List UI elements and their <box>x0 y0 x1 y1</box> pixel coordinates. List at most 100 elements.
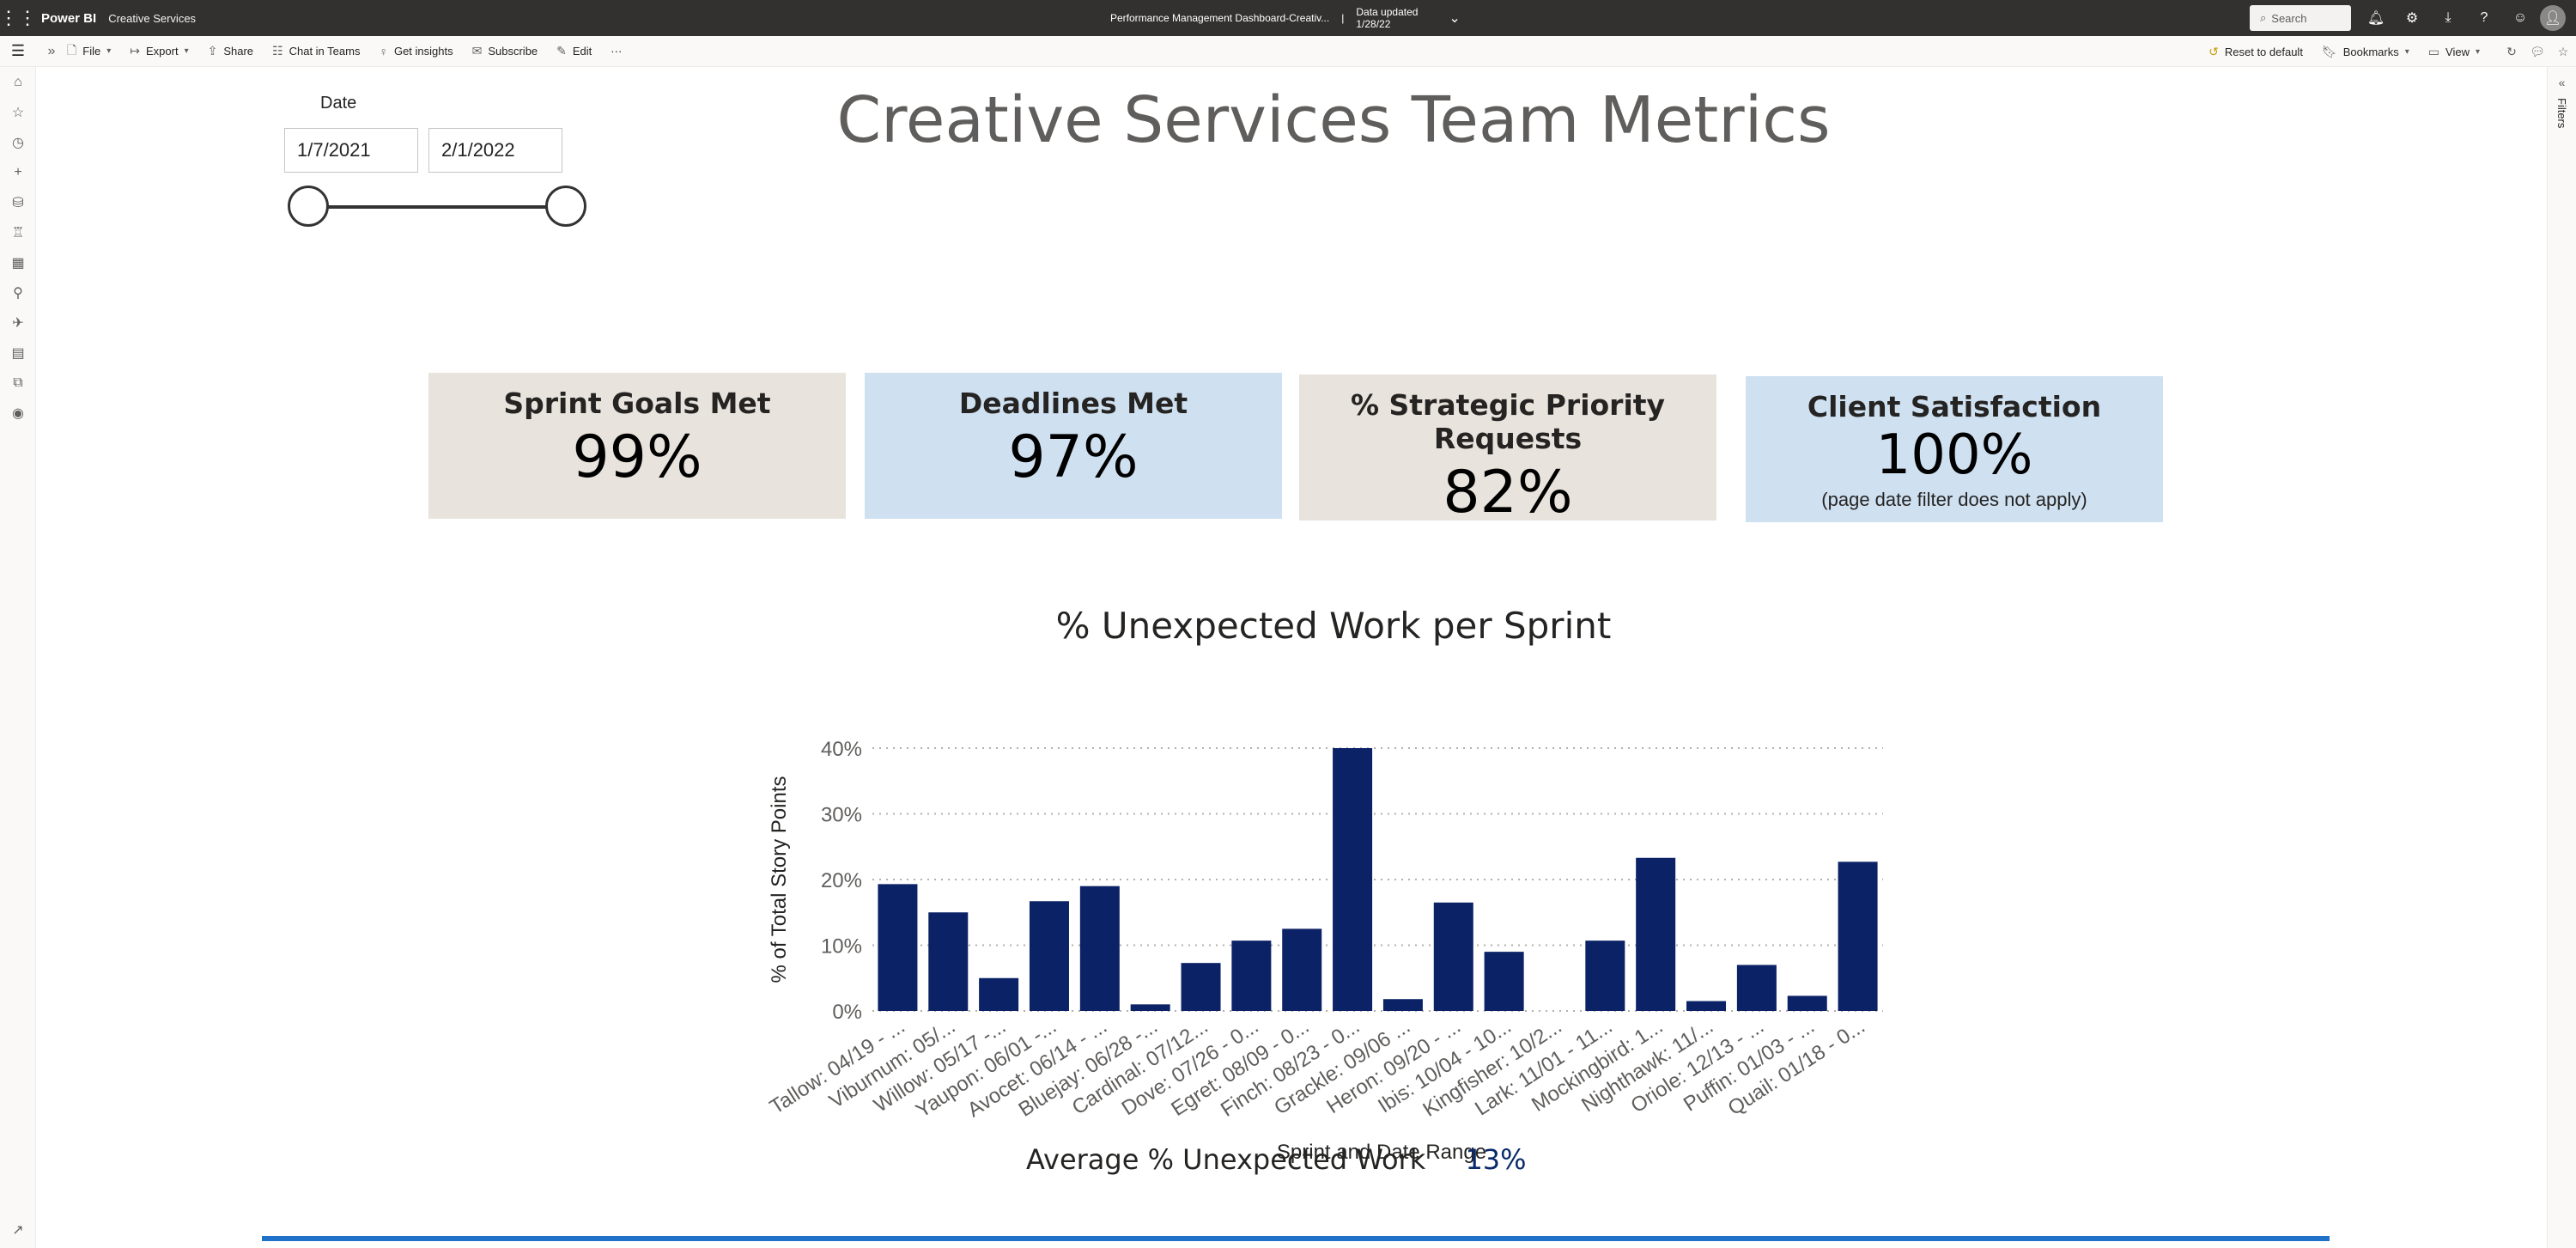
chevron-down-icon: ▾ <box>184 46 189 56</box>
bar <box>878 884 918 1011</box>
chevron-down-icon: ▾ <box>106 46 112 56</box>
bar <box>979 977 1019 1011</box>
card-title: Deadlines Met <box>958 387 1188 420</box>
settings-icon[interactable]: ⚙ <box>2405 11 2419 26</box>
apps-icon[interactable]: ▦ <box>11 255 25 271</box>
average-value: 13% <box>1465 1143 1527 1176</box>
bar <box>1282 928 1322 1011</box>
y-tick-label: 10% <box>821 935 862 959</box>
recent-icon[interactable]: ◷ <box>12 135 24 150</box>
edit-button[interactable]: ✎ Edit <box>556 44 592 58</box>
bar <box>1130 1004 1170 1011</box>
subscribe-button[interactable]: ✉ Subscribe <box>472 44 538 58</box>
feedback-icon[interactable]: ☺ <box>2512 10 2528 25</box>
report-name: Performance Management Dashboard-Creativ… <box>1110 12 1330 24</box>
share-icon: ⇪ <box>207 44 218 58</box>
pencil-icon: ✎ <box>556 44 567 58</box>
learn-icon[interactable]: ✈ <box>12 315 24 331</box>
view-menu[interactable]: ▭ View ▾ <box>2428 45 2480 59</box>
open-in-new-icon[interactable]: ↗ <box>12 1223 24 1238</box>
accent-line <box>262 1236 2330 1241</box>
bookmarks-menu[interactable]: 🔖︎ Bookmarks ▾ <box>2322 45 2409 59</box>
search-box[interactable]: ⌕ Search <box>2250 5 2351 31</box>
mail-icon: ✉ <box>471 44 483 58</box>
workspace-switch-icon[interactable]: ⧉ <box>13 374 23 390</box>
average-unexpected-work: Average % Unexpected Work 13% <box>1026 1143 1527 1176</box>
card-title: % Strategic Priority Requests <box>1350 388 1666 455</box>
y-tick-label: 20% <box>821 869 862 892</box>
avatar[interactable]: 👤︎ <box>2540 5 2566 31</box>
expand-filters-icon[interactable]: « <box>2558 76 2566 89</box>
date-slider-track[interactable] <box>325 205 583 209</box>
card-value: 97% <box>1008 423 1139 491</box>
notifications-icon[interactable]: 🔔︎ <box>2366 11 2385 26</box>
datasets-icon[interactable]: ⛁ <box>12 195 24 210</box>
action-bar-right: ↺ Reset to default 🔖︎ Bookmarks ▾ ▭ View… <box>2208 36 2576 67</box>
start-date-input[interactable]: 1/7/2021 <box>284 128 418 173</box>
favorites-icon[interactable]: ☆ <box>11 105 25 120</box>
goals-icon[interactable]: ♖ <box>11 225 25 240</box>
reset-label: Reset to default <box>2224 45 2303 58</box>
more-options-button[interactable]: ··· <box>611 45 622 58</box>
filters-label[interactable]: Filters <box>2555 98 2568 129</box>
reset-to-default-button[interactable]: ↺ Reset to default <box>2208 45 2303 59</box>
card-note: (page date filter does not apply) <box>1821 489 2087 510</box>
x-axis-label: Sprint and Date Range <box>1277 1141 1486 1164</box>
date-slicer-title: Date <box>320 94 357 113</box>
hamburger-icon[interactable]: ☰ <box>10 42 26 59</box>
home-icon[interactable]: ⌂ <box>14 74 22 89</box>
file-icon: 🗋︎ <box>67 42 77 57</box>
date-slider-end-handle[interactable] <box>545 186 586 227</box>
bar <box>1484 952 1524 1011</box>
brand-name[interactable]: Power BI <box>41 10 97 26</box>
comment-icon[interactable]: 💬︎ <box>2530 44 2545 58</box>
chevron-down-icon: ▾ <box>2475 46 2480 57</box>
workspace-name[interactable]: Creative Services <box>108 11 197 25</box>
export-menu[interactable]: ↦ Export ▾ <box>130 44 188 58</box>
data-updated: Data updated 1/28/22 <box>1356 6 1418 30</box>
card-value: 82% <box>1443 459 1573 527</box>
end-date-input[interactable]: 2/1/2022 <box>428 128 562 173</box>
search-icon: ⌕ <box>2260 11 2267 24</box>
filters-pane-collapsed[interactable]: « Filters <box>2547 67 2576 1248</box>
report-canvas: Date 1/7/2021 2/1/2022 Creative Services… <box>37 68 2546 1248</box>
header-icons: 🔔︎ ⚙ ⤓ ? ☺ <box>2358 0 2538 36</box>
kpi-card-client-satisfaction: Client Satisfaction 100% (page date filt… <box>1746 376 2163 522</box>
download-icon[interactable]: ⤓ <box>2445 10 2451 25</box>
bar <box>1079 886 1120 1011</box>
date-slider-start-handle[interactable] <box>288 186 329 227</box>
get-insights-button[interactable]: ♀ Get insights <box>379 45 453 58</box>
y-tick-label: 30% <box>821 804 862 827</box>
kpi-card-sprint-goals: Sprint Goals Met 99% <box>428 373 846 519</box>
card-value: 100% <box>1875 423 2033 487</box>
help-icon[interactable]: ? <box>2480 10 2488 25</box>
share-button[interactable]: ⇪ Share <box>208 44 253 58</box>
action-bar: ☰ » 🗋︎ File ▾ ↦ Export ▾ ⇪ Share ☷ Chat … <box>0 36 2576 67</box>
create-icon[interactable]: + <box>14 164 22 180</box>
current-workspace-icon[interactable]: ◉ <box>12 405 24 421</box>
bar <box>1585 941 1625 1011</box>
bar <box>1838 861 1878 1011</box>
edit-label: Edit <box>572 45 592 58</box>
more-icon: ··· <box>611 45 623 58</box>
shared-icon[interactable]: ⚲ <box>13 285 23 301</box>
chevron-down-icon[interactable]: ⌄ <box>1449 11 1461 26</box>
y-tick-label: 40% <box>821 738 862 761</box>
chat-in-teams-button[interactable]: ☷ Chat in Teams <box>272 44 360 58</box>
expand-pane-icon[interactable]: » <box>47 43 56 58</box>
bar <box>1686 1001 1727 1011</box>
card-title: Sprint Goals Met <box>503 387 771 420</box>
bar <box>1181 963 1221 1011</box>
app-launcher-icon[interactable]: ⋮⋮ <box>0 7 37 28</box>
report-info: Performance Management Dashboard-Creativ… <box>1110 0 1461 36</box>
share-label: Share <box>223 45 254 58</box>
lightbulb-icon: ♀ <box>379 44 388 58</box>
file-menu[interactable]: 🗋︎ File ▾ <box>67 41 111 62</box>
file-label: File <box>82 45 101 58</box>
refresh-icon[interactable]: ↻ <box>2506 44 2517 58</box>
favorite-icon[interactable]: ☆ <box>2557 44 2569 58</box>
bar <box>1382 999 1423 1011</box>
workspaces-icon[interactable]: ▤ <box>11 345 25 361</box>
y-axis-label: % of Total Story Points <box>768 776 791 983</box>
search-placeholder: Search <box>2271 11 2307 25</box>
